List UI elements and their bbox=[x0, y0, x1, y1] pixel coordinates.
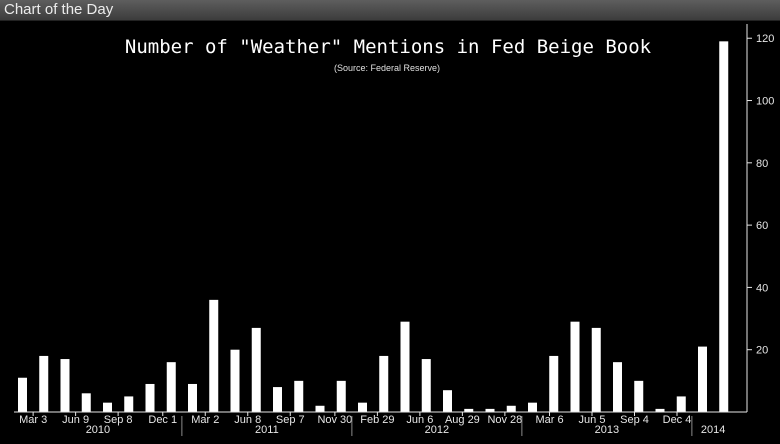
x-tick-label: Dec 4 bbox=[663, 414, 692, 426]
header-title: Chart of the Day bbox=[4, 1, 114, 18]
y-tick-label: 80 bbox=[756, 158, 768, 170]
x-tick-label: Jun 5 bbox=[579, 414, 606, 426]
x-tick-label: Nov 28 bbox=[487, 414, 522, 426]
year-label: 2012 bbox=[425, 424, 449, 436]
bar bbox=[379, 355, 389, 412]
bar bbox=[655, 408, 665, 412]
year-label: 2014 bbox=[701, 424, 725, 436]
bar bbox=[421, 359, 431, 412]
bar bbox=[485, 408, 495, 412]
bar bbox=[698, 346, 707, 412]
bar bbox=[124, 396, 134, 412]
bar bbox=[400, 321, 410, 412]
bar bbox=[251, 327, 261, 412]
x-tick-label: Sep 4 bbox=[620, 414, 649, 426]
x-tick-label: Mar 3 bbox=[19, 414, 47, 426]
bar bbox=[188, 383, 197, 412]
bar bbox=[81, 393, 91, 412]
x-tick-label: Nov 30 bbox=[317, 414, 352, 426]
y-tick-label: 120 bbox=[756, 33, 774, 45]
y-tick-label: 100 bbox=[756, 96, 774, 108]
bar bbox=[549, 355, 559, 412]
y-tick-label: 60 bbox=[756, 220, 768, 232]
y-axis: 20 40 60 80 100 120 bbox=[746, 24, 774, 412]
x-tick-label: Feb 29 bbox=[360, 414, 394, 426]
bar bbox=[443, 390, 452, 412]
bar bbox=[634, 380, 644, 412]
x-tick-label: Sep 7 bbox=[276, 414, 305, 426]
x-tick-label: Jun 8 bbox=[234, 414, 261, 426]
x-tick-label: Jun 6 bbox=[406, 414, 433, 426]
bar bbox=[464, 408, 474, 412]
x-tick-label: Mar 2 bbox=[191, 414, 219, 426]
bar bbox=[613, 362, 622, 412]
x-tick-label: Mar 6 bbox=[535, 414, 563, 426]
bar bbox=[336, 380, 346, 412]
bar bbox=[591, 327, 601, 412]
bar bbox=[60, 359, 70, 412]
year-label: 2013 bbox=[595, 424, 619, 436]
bar bbox=[18, 377, 27, 412]
bar bbox=[209, 299, 219, 412]
year-label: 2011 bbox=[255, 424, 279, 436]
x-tick-label: Jun 9 bbox=[62, 414, 89, 426]
bar bbox=[528, 402, 537, 412]
bar bbox=[230, 349, 240, 412]
x-axis: Mar 3 Jun 9 Sep 8 Dec 1 Mar 2 Jun 8 Sep 7 Nov 3… bbox=[14, 411, 747, 436]
chart-title: Number of "Weather" Mentions in Fed Beig… bbox=[125, 36, 652, 58]
x-tick-label: Sep 8 bbox=[104, 414, 133, 426]
bar bbox=[676, 396, 686, 412]
bar bbox=[166, 362, 176, 412]
bar bbox=[273, 387, 282, 412]
bar bbox=[570, 321, 580, 412]
bar bbox=[103, 402, 112, 412]
header-bar: Chart of the Day bbox=[0, 0, 780, 21]
year-label: 2010 bbox=[86, 424, 110, 436]
bar bbox=[719, 41, 729, 413]
bar bbox=[294, 380, 304, 412]
chart-subtitle: (Source: Federal Reserve) bbox=[334, 63, 440, 73]
bar bbox=[145, 383, 155, 412]
x-tick-label: Aug 29 bbox=[445, 414, 480, 426]
y-tick-label: 40 bbox=[756, 282, 768, 294]
bar bbox=[39, 355, 49, 412]
bar bbox=[506, 405, 516, 412]
bar bbox=[358, 402, 367, 412]
bar-series bbox=[18, 41, 729, 413]
y-tick-label: 20 bbox=[756, 345, 768, 357]
x-tick-label: Dec 1 bbox=[148, 414, 177, 426]
bar bbox=[315, 405, 325, 412]
